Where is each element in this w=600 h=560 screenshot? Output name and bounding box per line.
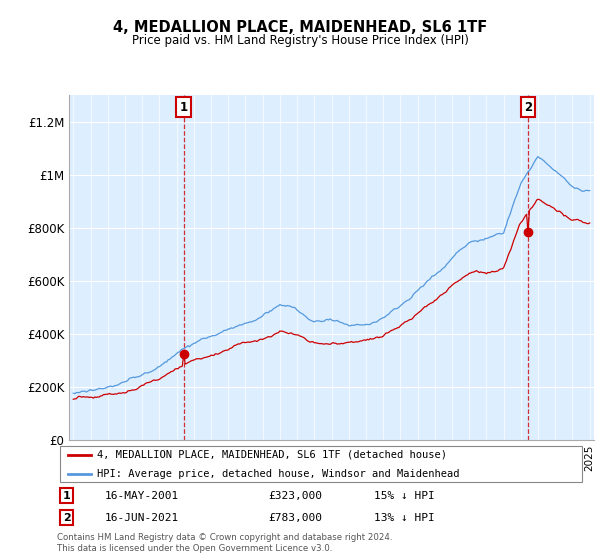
Text: Contains HM Land Registry data © Crown copyright and database right 2024.
This d: Contains HM Land Registry data © Crown c… [57, 533, 392, 553]
Text: 1: 1 [179, 101, 188, 114]
Text: 2: 2 [524, 101, 532, 114]
Text: 4, MEDALLION PLACE, MAIDENHEAD, SL6 1TF (detached house): 4, MEDALLION PLACE, MAIDENHEAD, SL6 1TF … [97, 450, 446, 460]
Text: 4, MEDALLION PLACE, MAIDENHEAD, SL6 1TF: 4, MEDALLION PLACE, MAIDENHEAD, SL6 1TF [113, 20, 487, 35]
Text: 1: 1 [62, 491, 70, 501]
Text: 15% ↓ HPI: 15% ↓ HPI [374, 491, 434, 501]
Text: Price paid vs. HM Land Registry's House Price Index (HPI): Price paid vs. HM Land Registry's House … [131, 34, 469, 46]
FancyBboxPatch shape [59, 446, 583, 482]
Text: 16-MAY-2001: 16-MAY-2001 [104, 491, 179, 501]
Text: £783,000: £783,000 [268, 512, 322, 522]
Text: 13% ↓ HPI: 13% ↓ HPI [374, 512, 434, 522]
Text: HPI: Average price, detached house, Windsor and Maidenhead: HPI: Average price, detached house, Wind… [97, 469, 459, 479]
Text: 2: 2 [62, 512, 70, 522]
Text: £323,000: £323,000 [268, 491, 322, 501]
Text: 16-JUN-2021: 16-JUN-2021 [104, 512, 179, 522]
